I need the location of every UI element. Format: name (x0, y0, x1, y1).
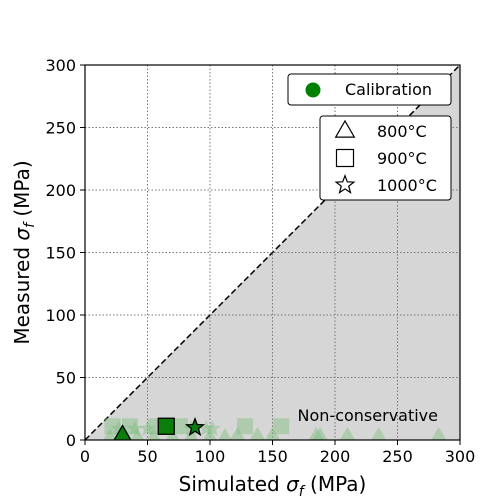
triangle-point-faded (339, 426, 356, 440)
y-tick-label: 50 (56, 369, 76, 388)
y-tick-label: 300 (45, 56, 76, 75)
legend-label: 900°C (377, 149, 427, 168)
legend-label: 800°C (377, 122, 427, 141)
x-tick-label: 0 (80, 447, 90, 466)
y-tick-label: 100 (45, 306, 76, 325)
star-point (184, 416, 206, 437)
legend-square-marker (335, 148, 355, 168)
y-tick-label: 200 (45, 181, 76, 200)
y-tick-label: 250 (45, 119, 76, 138)
y-axis-label: Measured σf (MPa) (10, 160, 38, 344)
x-tick-label: 300 (445, 447, 476, 466)
x-axis-label: Simulated σf (MPa) (179, 472, 367, 500)
triangle-point-faded (146, 428, 161, 440)
legend-calibration-marker (305, 82, 321, 98)
star-point-faded (139, 419, 156, 436)
data-points (103, 416, 447, 440)
star-point-faded (126, 419, 144, 436)
square-point-faded (273, 418, 290, 435)
y-tick-label: 150 (45, 244, 76, 263)
axes: 0 50 100 150 200 250 300 0 50 100 150 200 250 300 Simu… (10, 56, 475, 500)
x-tick-label: 250 (382, 447, 413, 466)
triangle-point-faded (130, 428, 145, 440)
square-point-faded (122, 418, 138, 435)
triangle-point-faded (249, 426, 266, 440)
legend-calibration-label: Calibration (345, 80, 432, 99)
x-tick-label: 150 (257, 447, 288, 466)
square-point (157, 417, 175, 435)
triangle-point (113, 424, 132, 440)
square-point-faded (172, 418, 188, 435)
star-point-faded (110, 419, 128, 436)
x-tick-label: 100 (195, 447, 226, 466)
triangle-point-faded (308, 426, 324, 440)
y-tick-label: 0 (66, 431, 76, 450)
x-tick-label: 50 (137, 447, 157, 466)
legend: Calibration 800°C 900°C 1000°C (287, 73, 452, 201)
legend-triangle-marker (334, 119, 356, 138)
square-point-faded (104, 418, 121, 435)
triangle-point-faded (431, 426, 447, 440)
legend-label: 1000°C (377, 176, 437, 195)
star-point-faded (204, 419, 221, 436)
square-point-faded (237, 418, 253, 435)
triangle-point-faded (103, 428, 117, 440)
triangle-point-faded (264, 426, 281, 440)
legend-calibration-box (287, 73, 452, 106)
region-label: Non-conservative (298, 406, 438, 425)
star-point-faded (197, 419, 215, 436)
triangle-point-faded (312, 426, 328, 440)
triangle-point-faded (203, 428, 217, 440)
triangle-point-faded (229, 426, 246, 440)
triangle-point-faded (218, 428, 232, 440)
triangle-point-faded (371, 426, 387, 440)
legend-star-marker (334, 173, 356, 194)
x-tick-label: 200 (320, 447, 351, 466)
